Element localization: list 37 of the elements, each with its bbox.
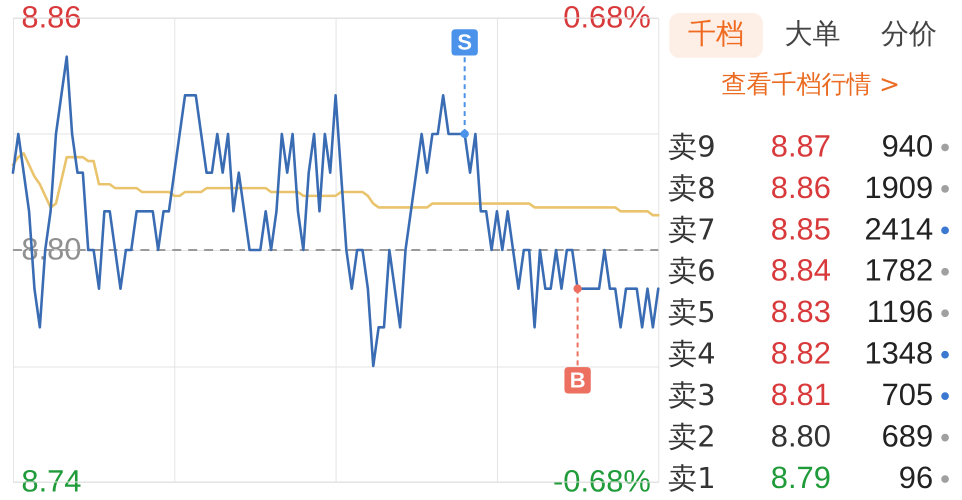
- data-label: 8.81: [770, 377, 831, 412]
- category-label: 卖2: [668, 420, 716, 454]
- line-series: [12, 152, 660, 216]
- text: 分价: [881, 16, 938, 50]
- line-series: [12, 55, 660, 368]
- data-label: 940: [882, 128, 934, 164]
- text: S: [457, 29, 472, 54]
- category-label: 卖3: [668, 378, 716, 412]
- data-label: 8.86: [770, 170, 831, 205]
- data-label: 8.83: [770, 294, 831, 330]
- data-label: 1348: [864, 336, 934, 371]
- data-label: 705: [882, 377, 934, 412]
- category-label: 卖7: [668, 212, 716, 246]
- data-label: 1782: [864, 252, 934, 288]
- category-label: 卖8: [668, 170, 716, 205]
- data-label: 2414: [864, 211, 934, 246]
- category-label: 卖4: [668, 336, 716, 371]
- data-label: 96: [898, 460, 934, 496]
- text: 查看千档行情 >: [721, 70, 900, 99]
- data-label: 8.87: [770, 128, 831, 164]
- data-label: 8.79: [770, 460, 831, 496]
- y-tick-label: 8.86: [21, 0, 82, 34]
- category-label: 卖1: [668, 461, 716, 496]
- data-label: 689: [882, 418, 934, 454]
- text: B: [570, 367, 586, 392]
- data-label: 8.84: [770, 252, 831, 288]
- data-label: 1196: [866, 294, 934, 330]
- text: 大单: [784, 16, 841, 50]
- data-label: 8.80: [770, 418, 831, 454]
- data-label: 8.82: [770, 336, 831, 371]
- text: 千档: [688, 16, 744, 50]
- category-label: 卖5: [668, 295, 716, 330]
- data-label: 8.85: [770, 211, 831, 246]
- y-tick-label: 8.74: [21, 463, 82, 498]
- category-label: 卖9: [668, 129, 716, 164]
- category-label: 卖6: [668, 254, 716, 288]
- data-label: 1909: [864, 170, 934, 205]
